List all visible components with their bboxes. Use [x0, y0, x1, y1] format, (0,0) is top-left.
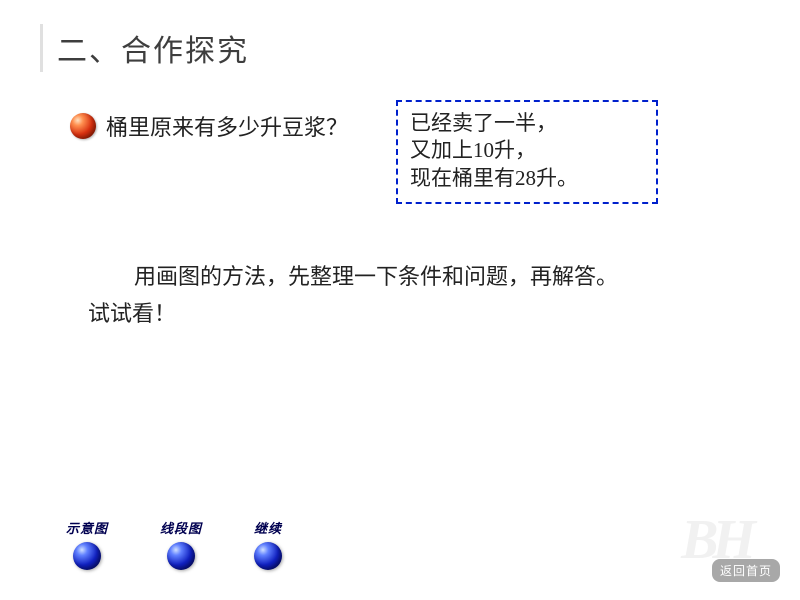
instruction-block: 用画图的方法，先整理一下条件和问题，再解答。 试试看！	[88, 258, 728, 333]
header-bar	[40, 24, 43, 72]
ball-icon	[73, 542, 101, 570]
question-text: 桶里原来有多少升豆浆？	[106, 110, 348, 142]
back-home-button[interactable]: 返回首页	[712, 559, 780, 582]
button-line-diagram[interactable]: 线段图	[160, 518, 202, 570]
info-box: 已经卖了一半， 又加上10升， 现在桶里有28升。	[396, 100, 658, 204]
question-row: 桶里原来有多少升豆浆？	[70, 110, 348, 142]
ball-icon	[254, 542, 282, 570]
button-schematic[interactable]: 示意图	[66, 518, 108, 570]
button-continue-label: 继续	[254, 518, 282, 537]
instruction-line-1: 用画图的方法，先整理一下条件和问题，再解答。	[88, 258, 728, 295]
button-line-diagram-label: 线段图	[160, 518, 202, 537]
button-schematic-label: 示意图	[66, 518, 108, 537]
info-line-1: 已经卖了一半，	[410, 110, 644, 137]
instruction-line-2: 试试看！	[88, 295, 728, 332]
bottom-buttons: 示意图 线段图 继续	[66, 518, 282, 570]
button-continue[interactable]: 继续	[254, 518, 282, 570]
ball-icon	[167, 542, 195, 570]
page-title: 二、合作探究	[57, 26, 249, 70]
bullet-icon	[70, 113, 96, 139]
info-line-3: 现在桶里有28升。	[410, 165, 644, 192]
header: 二、合作探究	[40, 24, 249, 72]
info-line-2: 又加上10升，	[410, 137, 644, 164]
